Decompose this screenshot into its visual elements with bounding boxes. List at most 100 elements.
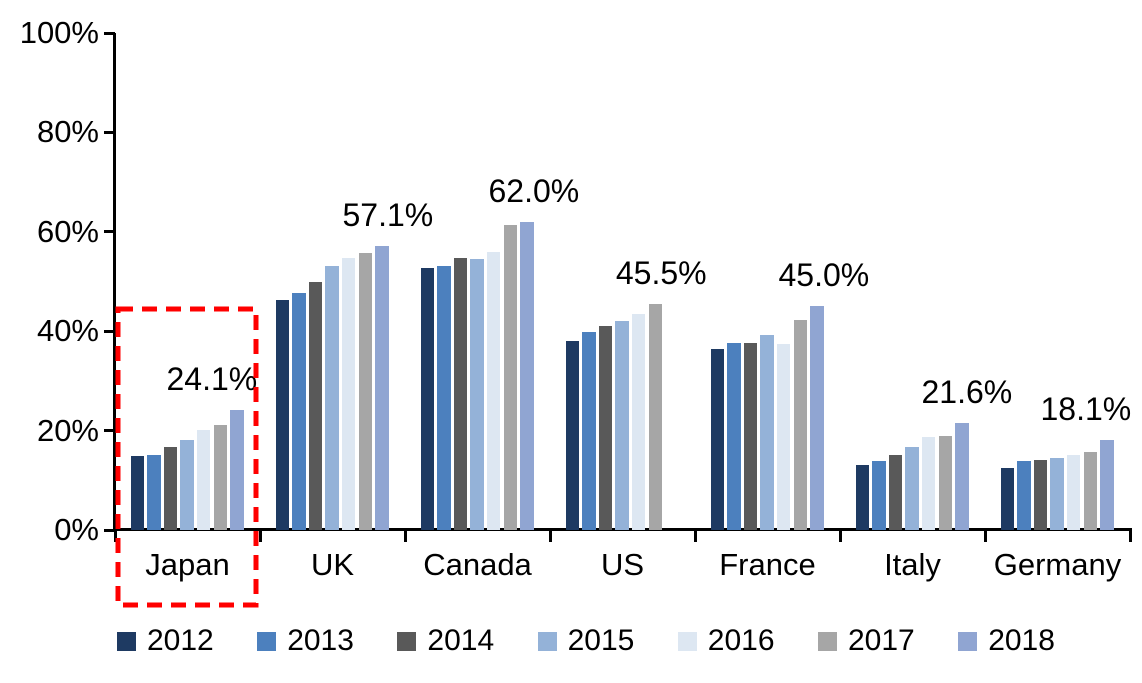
bar bbox=[776, 343, 791, 530]
legend-label: 2017 bbox=[848, 624, 915, 657]
y-axis-line bbox=[113, 33, 116, 530]
legend-swatch bbox=[397, 631, 417, 651]
bar bbox=[1017, 461, 1031, 530]
bar bbox=[486, 251, 501, 530]
bar bbox=[710, 348, 724, 530]
legend-item: 2017 bbox=[818, 624, 915, 658]
bar bbox=[375, 246, 389, 530]
bar bbox=[1066, 454, 1081, 530]
data-label: 45.0% bbox=[778, 257, 870, 294]
bar bbox=[437, 265, 451, 530]
bar bbox=[921, 437, 936, 530]
data-label: 62.0% bbox=[488, 172, 580, 209]
category-label: France bbox=[719, 547, 816, 582]
bar bbox=[180, 440, 194, 530]
y-axis-tick-mark bbox=[104, 130, 115, 134]
bar bbox=[341, 257, 356, 530]
bar bbox=[888, 455, 903, 530]
category-label: Germany bbox=[993, 547, 1122, 582]
bar bbox=[582, 332, 596, 530]
legend-label: 2018 bbox=[988, 624, 1055, 657]
category-label: Japan bbox=[145, 547, 230, 582]
bar bbox=[420, 268, 434, 530]
bar bbox=[230, 410, 244, 530]
y-axis-tick-mark bbox=[104, 429, 115, 433]
bar bbox=[1000, 468, 1014, 530]
bar bbox=[855, 465, 869, 530]
legend-item: 2013 bbox=[257, 624, 354, 658]
y-axis-tick-mark bbox=[104, 329, 115, 333]
bar bbox=[631, 314, 646, 530]
x-axis-tick-mark bbox=[1128, 528, 1132, 542]
bar bbox=[503, 224, 517, 530]
category-label: UK bbox=[310, 547, 355, 582]
bar bbox=[470, 259, 484, 530]
bar bbox=[1050, 457, 1064, 530]
y-axis-tick-mark bbox=[104, 230, 115, 234]
x-axis-tick-mark bbox=[258, 528, 262, 542]
legend-label: 2012 bbox=[147, 624, 214, 657]
data-label: 24.1% bbox=[166, 361, 258, 398]
legend-label: 2013 bbox=[287, 624, 354, 657]
legend-label: 2015 bbox=[567, 624, 635, 657]
bar bbox=[147, 454, 161, 530]
y-axis-tick-label: 80% bbox=[36, 114, 99, 150]
legend-item: 2015 bbox=[537, 624, 635, 658]
bar bbox=[275, 300, 289, 530]
bar bbox=[727, 342, 741, 530]
legend-item: 2018 bbox=[958, 624, 1055, 658]
bar bbox=[743, 343, 758, 530]
x-axis-tick-mark bbox=[983, 528, 987, 542]
data-label: 45.5% bbox=[615, 254, 707, 291]
legend-label: 2014 bbox=[427, 624, 495, 657]
y-axis-tick-mark bbox=[104, 31, 115, 35]
category-label: Canada bbox=[423, 547, 532, 582]
bar bbox=[163, 447, 178, 530]
legend-swatch bbox=[537, 631, 557, 651]
legend-swatch bbox=[257, 631, 277, 651]
bar bbox=[872, 460, 886, 530]
x-axis-tick-mark bbox=[548, 528, 552, 542]
x-axis-tick-mark bbox=[113, 528, 117, 542]
y-axis-tick-label: 0% bbox=[54, 512, 99, 547]
data-label: 21.6% bbox=[921, 373, 1013, 410]
bar bbox=[325, 265, 339, 530]
bar bbox=[196, 429, 211, 530]
bar bbox=[955, 422, 969, 530]
bar bbox=[760, 334, 774, 530]
y-axis-tick-label: 100% bbox=[19, 15, 99, 50]
bar bbox=[308, 281, 323, 530]
category-label: Italy bbox=[884, 547, 941, 582]
bar bbox=[358, 252, 372, 530]
y-axis-tick-label: 40% bbox=[36, 313, 99, 349]
y-axis-tick-label: 60% bbox=[36, 213, 99, 249]
legend-item: 2014 bbox=[397, 624, 494, 658]
x-axis-tick-mark bbox=[693, 528, 697, 542]
bar bbox=[292, 292, 306, 530]
legend-swatch bbox=[818, 631, 837, 651]
bar bbox=[615, 321, 629, 530]
legend-swatch bbox=[117, 631, 136, 651]
bar bbox=[1033, 459, 1048, 530]
legend-swatch bbox=[677, 631, 697, 651]
x-axis-tick-mark bbox=[838, 528, 842, 542]
bar bbox=[793, 319, 807, 530]
legend-item: 2016 bbox=[677, 624, 775, 658]
bar bbox=[453, 258, 468, 530]
legend-swatch bbox=[958, 631, 978, 651]
x-axis-tick-mark bbox=[403, 528, 407, 542]
bar bbox=[598, 326, 613, 530]
bar bbox=[1083, 452, 1097, 530]
data-label: 18.1% bbox=[1040, 391, 1132, 428]
legend-item: 2012 bbox=[117, 624, 214, 658]
y-axis-tick-label: 20% bbox=[36, 412, 99, 448]
bar bbox=[130, 455, 144, 530]
bar bbox=[905, 447, 919, 530]
category-label: US bbox=[600, 547, 645, 582]
bar bbox=[938, 436, 952, 530]
bar bbox=[565, 341, 579, 530]
bar bbox=[648, 303, 662, 530]
bar bbox=[213, 425, 227, 530]
bar bbox=[1100, 440, 1114, 530]
